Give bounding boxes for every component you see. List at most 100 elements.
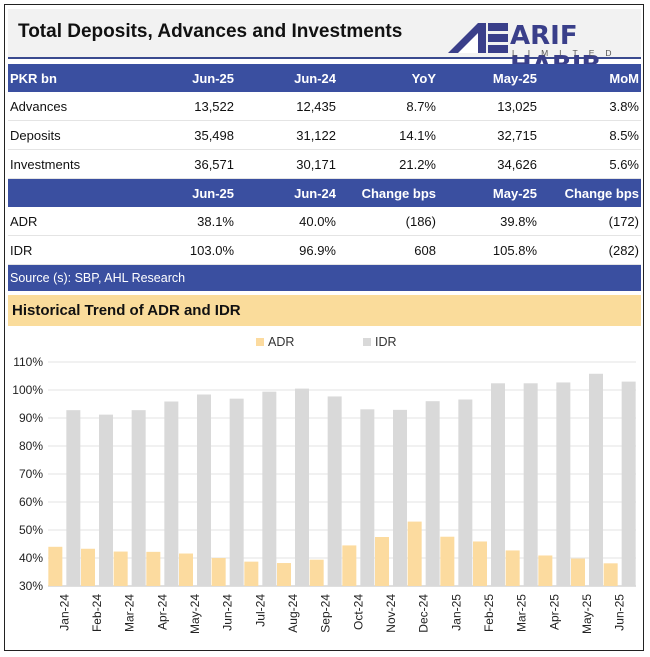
- y-axis: 30% 40% 50% 60% 70% 80% 90% 100% 110%: [12, 355, 636, 593]
- table-cell: (172): [539, 207, 641, 236]
- idr-bar: [393, 409, 407, 586]
- table-row: ADR 38.1% 40.0% (186) 39.8% (172): [8, 207, 641, 236]
- adr-bar: [603, 563, 618, 586]
- title-bar: Total Deposits, Advances and Investments…: [8, 9, 641, 81]
- row-label: ADR: [8, 207, 140, 236]
- logo-subtext: LIMITED: [512, 48, 623, 58]
- y-tick-label: 80%: [19, 439, 43, 453]
- idr-bar: [131, 410, 146, 586]
- adr-bar: [244, 561, 259, 586]
- y-tick-label: 30%: [19, 579, 43, 593]
- table-cell: 31,122: [236, 120, 338, 150]
- x-tick-label: May-25: [580, 594, 594, 634]
- col-header: Jun-25: [140, 64, 236, 92]
- x-tick-label: Aug-24: [286, 594, 300, 633]
- table-row: Investments 36,571 30,171 21.2% 34,626 5…: [8, 149, 641, 179]
- x-tick-label: Jan-24: [57, 594, 71, 631]
- legend-label: ADR: [268, 335, 294, 349]
- adr-bar: [342, 545, 357, 586]
- table2-header-row: Jun-25 Jun-24 Change bps May-25 Change b…: [8, 178, 641, 207]
- x-tick-label: Jun-25: [613, 594, 627, 631]
- y-tick-label: 50%: [19, 523, 43, 537]
- logo-mark-icon: [448, 23, 508, 53]
- idr-bar: [164, 401, 179, 586]
- adr-legend-swatch: [256, 338, 264, 346]
- adr-bar: [211, 558, 226, 586]
- y-tick-label: 100%: [12, 383, 43, 397]
- x-tick-label: Apr-25: [547, 594, 561, 630]
- x-tick-label: Jul-24: [253, 594, 267, 627]
- idr-bar: [491, 383, 505, 586]
- table-row: Advances 13,522 12,435 8.7% 13,025 3.8%: [8, 92, 641, 121]
- table-cell: 608: [338, 235, 438, 265]
- table-cell: 21.2%: [338, 149, 438, 179]
- col-header: Jun-24: [236, 178, 338, 207]
- table-cell: 5.6%: [539, 149, 641, 179]
- idr-bar: [295, 388, 309, 586]
- adr-bar: [48, 546, 63, 586]
- y-tick-label: 60%: [19, 495, 43, 509]
- source-note: Source (s): SBP, AHL Research: [8, 265, 641, 291]
- adr-bar: [277, 563, 291, 586]
- table-cell: 8.5%: [539, 120, 641, 150]
- adr-idr-bar-chart: 30% 40% 50% 60% 70% 80% 90% 100% 110% Jan-24 Feb-…: [12, 335, 636, 634]
- table-cell: 38.1%: [140, 207, 236, 236]
- adr-bar: [538, 555, 553, 586]
- brand-logo: ARIF HABIB LIMITED: [448, 21, 648, 81]
- table-cell: 13,025: [438, 92, 539, 121]
- adr-bar: [571, 558, 585, 586]
- table-cell: 32,715: [438, 120, 539, 150]
- col-header: May-25: [438, 178, 539, 207]
- col-header: [8, 178, 140, 207]
- col-header: Jun-24: [236, 64, 338, 92]
- idr-bar: [556, 382, 571, 586]
- chart-legend: ADR IDR: [256, 335, 397, 349]
- adr-bar: [440, 536, 455, 586]
- deposits-table: PKR bn Jun-25 Jun-24 YoY May-25 MoM Adva…: [8, 64, 641, 265]
- table-cell: (282): [539, 235, 641, 265]
- col-header: Jun-25: [140, 178, 236, 207]
- idr-bar: [262, 391, 277, 586]
- col-header: Change bps: [539, 178, 641, 207]
- idr-bar: [360, 409, 375, 586]
- idr-bar: [197, 394, 211, 586]
- table-cell: 14.1%: [338, 120, 438, 150]
- adr-bar: [473, 541, 487, 586]
- x-axis: Jan-24 Feb-24 Mar-24 Apr-24 May-24 Jun-24 Jul-…: [57, 594, 626, 634]
- idr-bar: [327, 396, 342, 586]
- x-tick-label: Oct-24: [351, 594, 365, 630]
- idr-bar: [621, 381, 636, 586]
- x-tick-label: May-24: [188, 594, 202, 634]
- row-label: Deposits: [8, 120, 140, 150]
- x-tick-label: Mar-24: [123, 594, 137, 632]
- table-cell: 103.0%: [140, 235, 236, 265]
- table-cell: 12,435: [236, 92, 338, 121]
- col-header: YoY: [338, 64, 438, 92]
- adr-bar: [375, 537, 389, 586]
- idr-bar: [229, 398, 244, 586]
- row-label: IDR: [8, 235, 140, 265]
- adr-bar: [309, 559, 324, 586]
- adr-bar: [505, 550, 520, 586]
- col-header: MoM: [539, 64, 641, 92]
- adr-bar: [407, 521, 422, 586]
- table-cell: 96.9%: [236, 235, 338, 265]
- idr-legend-swatch: [363, 338, 371, 346]
- x-tick-label: Sep-24: [319, 594, 333, 633]
- table-cell: 34,626: [438, 149, 539, 179]
- row-label: Investments: [8, 149, 140, 179]
- col-header: Change bps: [338, 178, 438, 207]
- table-cell: 105.8%: [438, 235, 539, 265]
- idr-bar: [99, 414, 113, 586]
- y-tick-label: 40%: [19, 551, 43, 565]
- table-cell: 39.8%: [438, 207, 539, 236]
- idr-bar: [589, 373, 603, 586]
- table-cell: 36,571: [140, 149, 236, 179]
- table-cell: 40.0%: [236, 207, 338, 236]
- col-header: PKR bn: [8, 64, 140, 92]
- table-cell: 13,522: [140, 92, 236, 121]
- row-label: Advances: [8, 92, 140, 121]
- page-title: Total Deposits, Advances and Investments: [18, 21, 403, 42]
- x-tick-label: Jan-25: [449, 594, 463, 631]
- table-cell: 8.7%: [338, 92, 438, 121]
